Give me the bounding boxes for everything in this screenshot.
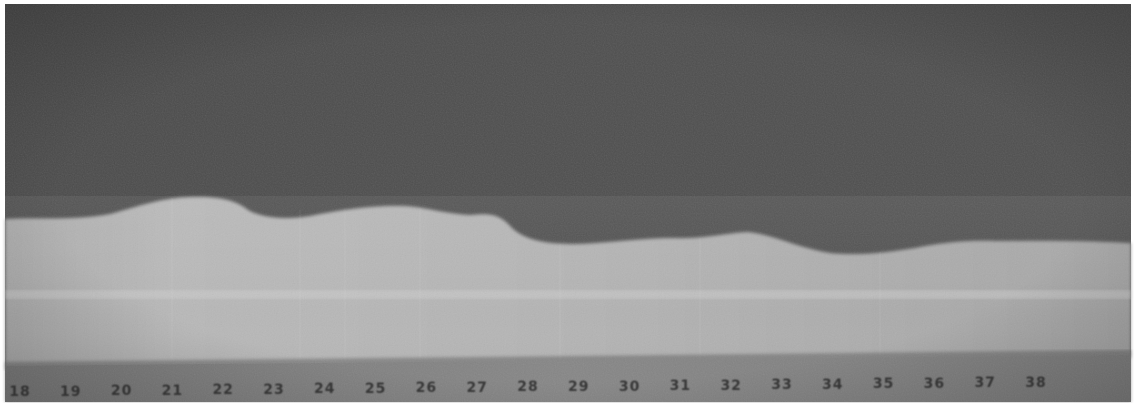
scale-number: 22 — [212, 382, 234, 398]
scale-number: 37 — [974, 375, 996, 391]
scale-number: 32 — [720, 378, 742, 394]
scale-number: 34 — [822, 377, 844, 393]
scale-number: 29 — [568, 379, 590, 395]
scale-number: 28 — [517, 379, 539, 395]
scale-number: 26 — [415, 380, 438, 396]
scale-number: 18 — [9, 384, 31, 400]
scale-number: 25 — [364, 381, 387, 397]
scale-number: 35 — [872, 376, 895, 392]
scale-number: 36 — [923, 376, 946, 392]
scale-number: 38 — [1025, 375, 1047, 391]
scale-number: 24 — [314, 381, 336, 397]
scale-number: 20 — [110, 383, 133, 399]
scale-number: 19 — [60, 384, 82, 400]
scale-number: 27 — [466, 380, 488, 396]
scale-number: 33 — [771, 377, 793, 393]
scale-number: 23 — [263, 382, 285, 398]
scale-number: 31 — [669, 378, 692, 394]
scale-number: 30 — [618, 379, 641, 395]
scale-number: 21 — [161, 383, 184, 399]
